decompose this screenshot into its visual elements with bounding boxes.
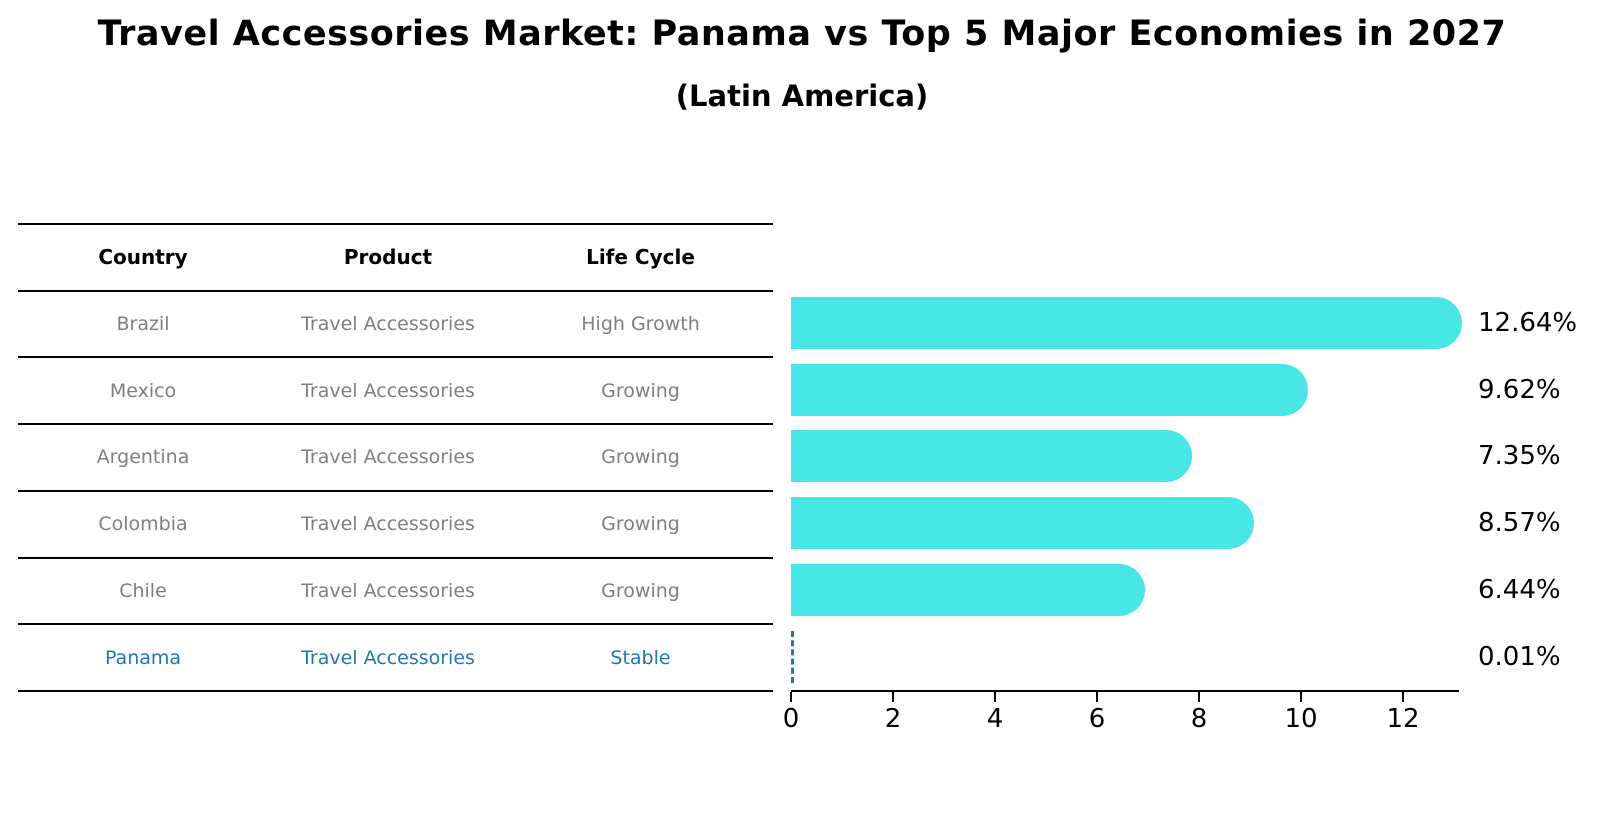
bar-colombia — [791, 497, 1255, 550]
x-axis-tick-label: 10 — [1284, 704, 1318, 734]
cell-product: Travel Accessories — [301, 379, 475, 402]
country-table: Country Product Life Cycle Brazil Travel… — [18, 223, 773, 692]
x-axis-tick — [1096, 692, 1098, 702]
table-row-chile: Chile Travel Accessories Growing — [18, 559, 773, 626]
cell-lifecycle: Growing — [601, 513, 680, 536]
chart-title: Travel Accessories Market: Panama vs Top… — [97, 14, 1507, 54]
bar-chile — [791, 563, 1146, 616]
x-axis-tick — [1300, 692, 1302, 702]
x-axis-tick — [892, 692, 894, 702]
cell-product: Travel Accessories — [301, 446, 475, 469]
bar-argentina — [791, 430, 1192, 483]
cell-product: Travel Accessories — [301, 646, 475, 669]
cell-country: Argentina — [96, 446, 190, 469]
x-axis-tick-label: 8 — [1190, 704, 1208, 734]
table-row-panama: Panama Travel Accessories Stable — [18, 625, 773, 692]
x-axis-tick — [1402, 692, 1404, 702]
table-row-brazil: Brazil Travel Accessories High Growth — [18, 292, 773, 359]
cell-lifecycle: High Growth — [581, 313, 700, 336]
x-axis-tick — [1198, 692, 1200, 702]
cell-lifecycle: Stable — [610, 646, 671, 669]
cell-lifecycle: Growing — [601, 579, 680, 602]
x-axis-tick-label: 0 — [782, 704, 800, 734]
x-axis-tick — [994, 692, 996, 702]
table-row-colombia: Colombia Travel Accessories Growing — [18, 492, 773, 559]
cell-lifecycle: Growing — [601, 446, 680, 469]
column-header-product: Product — [343, 245, 433, 270]
bar-panama-dashed-marker — [791, 630, 794, 683]
cell-product: Travel Accessories — [301, 513, 475, 536]
cell-country: Chile — [119, 579, 167, 602]
value-label-panama: 0.01% — [1478, 641, 1561, 672]
column-header-country: Country — [98, 245, 188, 270]
value-label-chile: 6.44% — [1478, 574, 1561, 605]
table-header-row: Country Product Life Cycle — [18, 225, 773, 292]
column-header-lifecycle: Life Cycle — [586, 245, 695, 270]
x-axis-tick-label: 4 — [986, 704, 1004, 734]
x-axis-line — [791, 690, 1459, 692]
x-axis-tick — [790, 692, 792, 702]
cell-country: Brazil — [116, 313, 170, 336]
value-label-argentina: 7.35% — [1478, 441, 1561, 472]
cell-country: Mexico — [109, 379, 177, 402]
x-axis-tick-label: 6 — [1088, 704, 1106, 734]
x-axis-tick-label: 2 — [884, 704, 902, 734]
cell-lifecycle: Growing — [601, 379, 680, 402]
table-row-mexico: Mexico Travel Accessories Growing — [18, 358, 773, 426]
chart-subtitle: (Latin America) — [675, 79, 929, 113]
cell-country: Colombia — [98, 513, 188, 536]
cell-product: Travel Accessories — [301, 579, 475, 602]
bar-mexico — [791, 363, 1308, 416]
value-label-colombia: 8.57% — [1478, 508, 1561, 539]
cell-product: Travel Accessories — [301, 313, 475, 336]
x-axis-tick-label: 12 — [1386, 704, 1420, 734]
cell-country: Panama — [104, 646, 182, 669]
bar-brazil — [791, 297, 1462, 349]
table-row-argentina: Argentina Travel Accessories Growing — [18, 425, 773, 492]
value-label-brazil: 12.64% — [1478, 308, 1578, 338]
value-label-mexico: 9.62% — [1478, 374, 1561, 405]
